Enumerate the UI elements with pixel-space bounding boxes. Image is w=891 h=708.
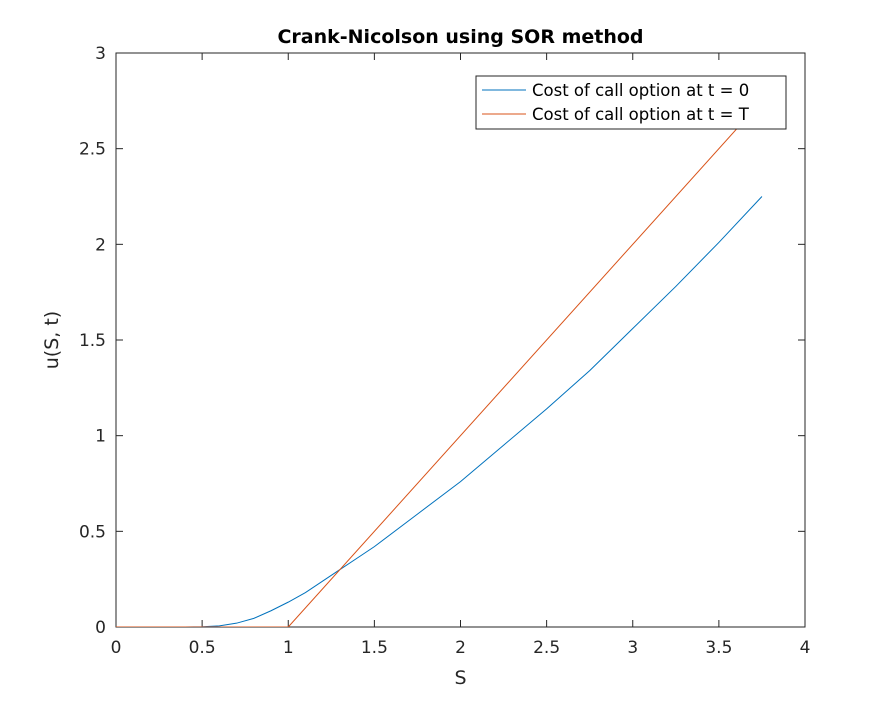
series-line-0: [116, 196, 763, 627]
x-tick-label: 2.5: [533, 638, 560, 658]
legend-label-t0: Cost of call option at t = 0: [532, 81, 749, 100]
y-tick-label: 1: [95, 427, 106, 447]
x-tick-label: 1: [283, 638, 294, 658]
x-tick-label: 3: [627, 638, 638, 658]
plot-area: [115, 52, 806, 628]
y-tick-label: 2: [95, 235, 106, 255]
y-tick-label: 0.5: [79, 522, 106, 542]
y-tick-label: 0: [95, 618, 106, 638]
x-tick-label: 4: [800, 638, 811, 658]
x-tick-label: 0: [111, 638, 122, 658]
legend-label-tT: Cost of call option at t = T: [532, 105, 750, 124]
x-tick-label: 0.5: [189, 638, 216, 658]
y-tick-label: 2.5: [79, 140, 106, 160]
x-tick-label: 1.5: [361, 638, 388, 658]
y-axis-label: u(S, t): [41, 311, 63, 369]
axis-ticks: [115, 52, 806, 628]
x-axis-label: S: [454, 667, 466, 689]
axis-tick-labels: 0 0.5 1 1.5 2 2.5 3 3.5 4 0 0.5 1 1.5 2 2.5 3: [79, 44, 810, 658]
x-tick-label: 2: [455, 638, 466, 658]
legend[interactable]: Cost of call option at t = 0 Cost of cal…: [475, 75, 787, 130]
legend-box: [475, 75, 787, 130]
y-tick-label: 1.5: [79, 331, 106, 351]
x-tick-label: 3.5: [705, 638, 732, 658]
series-line-1: [116, 100, 763, 627]
series-group: [116, 100, 763, 627]
y-tick-label: 3: [95, 44, 106, 64]
chart-title: Crank-Nicolson using SOR method: [277, 26, 643, 48]
